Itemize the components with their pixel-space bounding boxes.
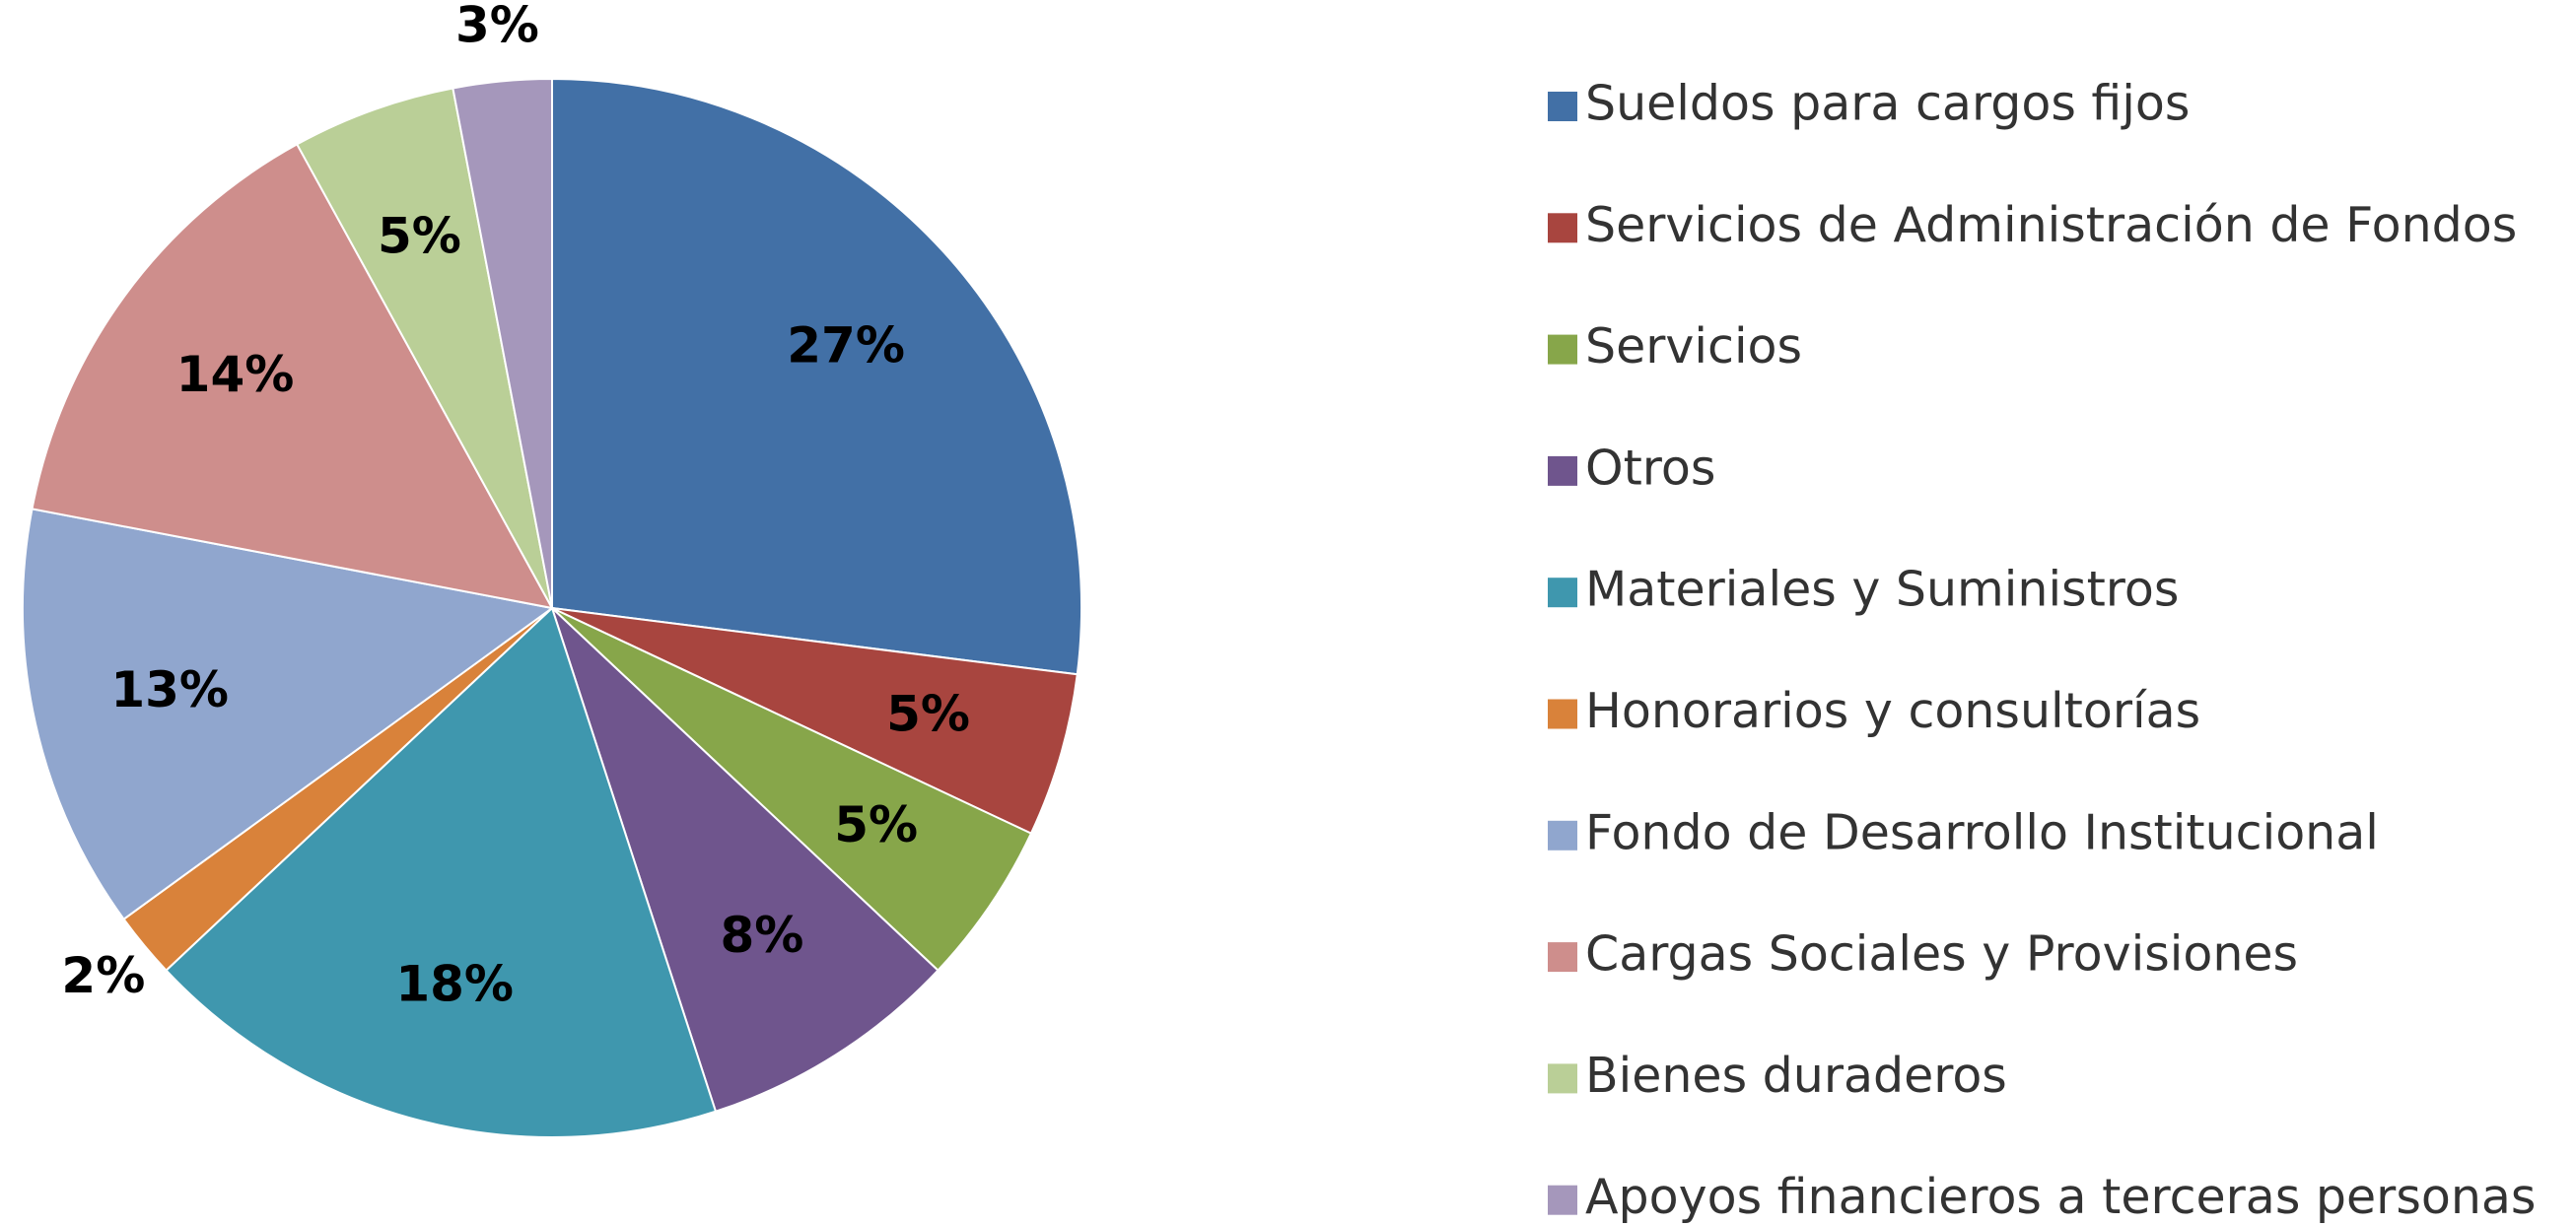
pie-slice bbox=[551, 77, 1082, 676]
legend-swatch bbox=[1548, 578, 1577, 608]
legend-label: Bienes duraderos bbox=[1585, 1048, 2007, 1104]
legend-swatch bbox=[1548, 334, 1577, 365]
legend-label: Sueldos para cargos fijos bbox=[1585, 76, 2190, 132]
legend-label: Fondo de Desarrollo Institucional bbox=[1585, 804, 2379, 860]
pie-slice bbox=[31, 143, 554, 610]
legend-label: Cargas Sociales y Provisiones bbox=[1585, 926, 2298, 983]
pie-slice bbox=[551, 607, 940, 1113]
legend-swatch bbox=[1548, 92, 1577, 121]
legend-swatch bbox=[1548, 942, 1577, 973]
data-label: 18% bbox=[395, 955, 514, 1012]
legend-label: Materiales y Suministros bbox=[1585, 562, 2179, 618]
pie-slice bbox=[551, 607, 1079, 835]
data-label: 5% bbox=[834, 796, 918, 853]
pie-slice bbox=[452, 77, 553, 609]
data-label: 27% bbox=[787, 317, 905, 375]
legend-swatch bbox=[1548, 820, 1577, 851]
legend-swatch bbox=[1548, 1185, 1577, 1215]
data-label: 2% bbox=[61, 947, 145, 1004]
data-label: 14% bbox=[176, 346, 295, 403]
legend-label: Servicios bbox=[1585, 318, 1802, 375]
data-label: 5% bbox=[886, 685, 970, 742]
legend-label: Honorarios y consultorías bbox=[1585, 683, 2200, 739]
data-label: 13% bbox=[110, 661, 229, 718]
legend-swatch bbox=[1548, 1063, 1577, 1094]
pie-slice bbox=[165, 606, 718, 1138]
legend-label: Otros bbox=[1585, 440, 1715, 496]
legend-swatch bbox=[1548, 213, 1577, 243]
pie-slice bbox=[551, 607, 1033, 973]
legend-label: Apoyos financieros a terceras personas bbox=[1585, 1169, 2536, 1225]
data-label: 8% bbox=[720, 907, 803, 964]
legend-label: Servicios de Administración de Fondos bbox=[1585, 197, 2517, 253]
pie-slice bbox=[295, 87, 553, 609]
legend-swatch bbox=[1548, 699, 1577, 729]
pie-slice bbox=[22, 508, 555, 921]
legend-swatch bbox=[1548, 455, 1577, 486]
data-label: 3% bbox=[455, 0, 539, 53]
data-label: 5% bbox=[378, 208, 461, 265]
